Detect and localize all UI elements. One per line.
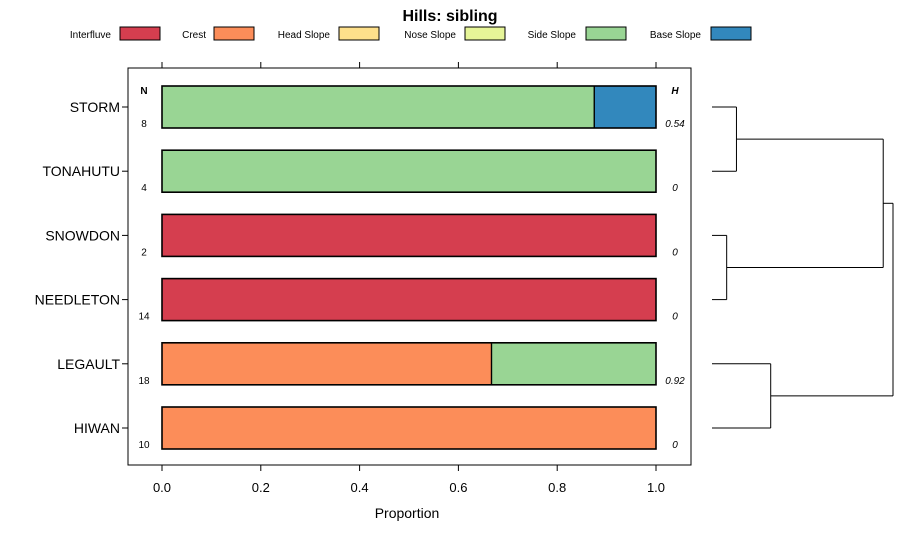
h-value: 0	[672, 440, 678, 451]
bar-segment	[162, 278, 656, 321]
legend-label: Side Slope	[528, 30, 577, 41]
category-label: HIWAN	[74, 420, 120, 436]
dendrogram	[712, 106, 894, 429]
h-value: 0.54	[665, 119, 685, 130]
x-tick-label: 0.4	[351, 480, 369, 495]
n-value: 8	[141, 119, 147, 130]
chart-title: Hills: sibling	[402, 8, 497, 25]
bar-outline	[161, 85, 657, 129]
bar-outline	[161, 277, 657, 322]
h-value: 0.92	[665, 376, 685, 387]
h-value: 0	[672, 183, 678, 194]
bar-segment	[162, 342, 492, 385]
bar-row: 14 0	[138, 277, 678, 323]
bar-segment	[162, 86, 595, 128]
category-label: SNOWDON	[45, 227, 120, 243]
bar-segment	[162, 407, 656, 449]
x-tick-label: 0.0	[153, 480, 171, 495]
n-value: 2	[141, 247, 147, 258]
n-value: 18	[138, 376, 150, 387]
n-value: 14	[138, 312, 150, 323]
bar-outline	[161, 149, 657, 193]
legend-swatch	[464, 26, 506, 41]
x-axis-label: Proportion	[375, 505, 440, 521]
bar-row: 10 0	[138, 406, 678, 451]
x-tick-label: 0.2	[252, 480, 270, 495]
bar-segment	[162, 214, 656, 257]
category-label: LEGAULT	[57, 356, 120, 372]
legend-swatch	[338, 26, 380, 41]
legend-item: Crest	[182, 26, 255, 41]
bar-outline	[161, 341, 657, 386]
legend-label: Nose Slope	[404, 30, 456, 41]
legend-swatch	[213, 26, 255, 41]
x-axis: 0.0 0.2 0.4 0.6 0.8 1.0	[153, 62, 665, 495]
h-header: H	[671, 86, 679, 97]
legend-item: Side Slope	[528, 26, 627, 41]
h-value: 0	[672, 247, 678, 258]
legend-item: Base Slope	[650, 26, 752, 41]
category-label: STORM	[70, 99, 120, 115]
h-value: 0	[672, 312, 678, 323]
n-value: 10	[138, 440, 150, 451]
legend-label: Crest	[182, 30, 206, 41]
n-header: N	[140, 86, 147, 97]
legend-label: Head Slope	[278, 30, 331, 41]
bar-row: 18 0.92	[138, 341, 685, 387]
legend: Interfluve Crest Head Slope Nose Slope Side …	[70, 26, 752, 41]
y-axis: STORM TONAHUTU SNOWDON NEEDLETON LEGAULT HIWA…	[35, 99, 128, 436]
x-tick-label: 1.0	[647, 480, 665, 495]
bar-segment	[594, 86, 656, 128]
x-tick-label: 0.6	[449, 480, 467, 495]
category-label: NEEDLETON	[35, 292, 120, 308]
plot-panel	[127, 67, 692, 466]
legend-item: Nose Slope	[404, 26, 506, 41]
bar-row: 8 0.54	[141, 85, 685, 130]
bar-outline	[161, 213, 657, 258]
legend-label: Interfluve	[70, 30, 112, 41]
legend-item: Interfluve	[70, 26, 161, 41]
x-tick-label: 0.8	[548, 480, 566, 495]
legend-item: Head Slope	[278, 26, 380, 41]
bar-segment	[162, 150, 656, 193]
legend-swatch	[585, 26, 627, 41]
n-value: 4	[141, 183, 147, 194]
bar-outline	[161, 406, 657, 450]
legend-label: Base Slope	[650, 30, 702, 41]
legend-swatch	[710, 26, 752, 41]
category-label: TONAHUTU	[42, 163, 120, 179]
legend-swatch	[119, 26, 161, 41]
bar-segment	[491, 342, 656, 385]
